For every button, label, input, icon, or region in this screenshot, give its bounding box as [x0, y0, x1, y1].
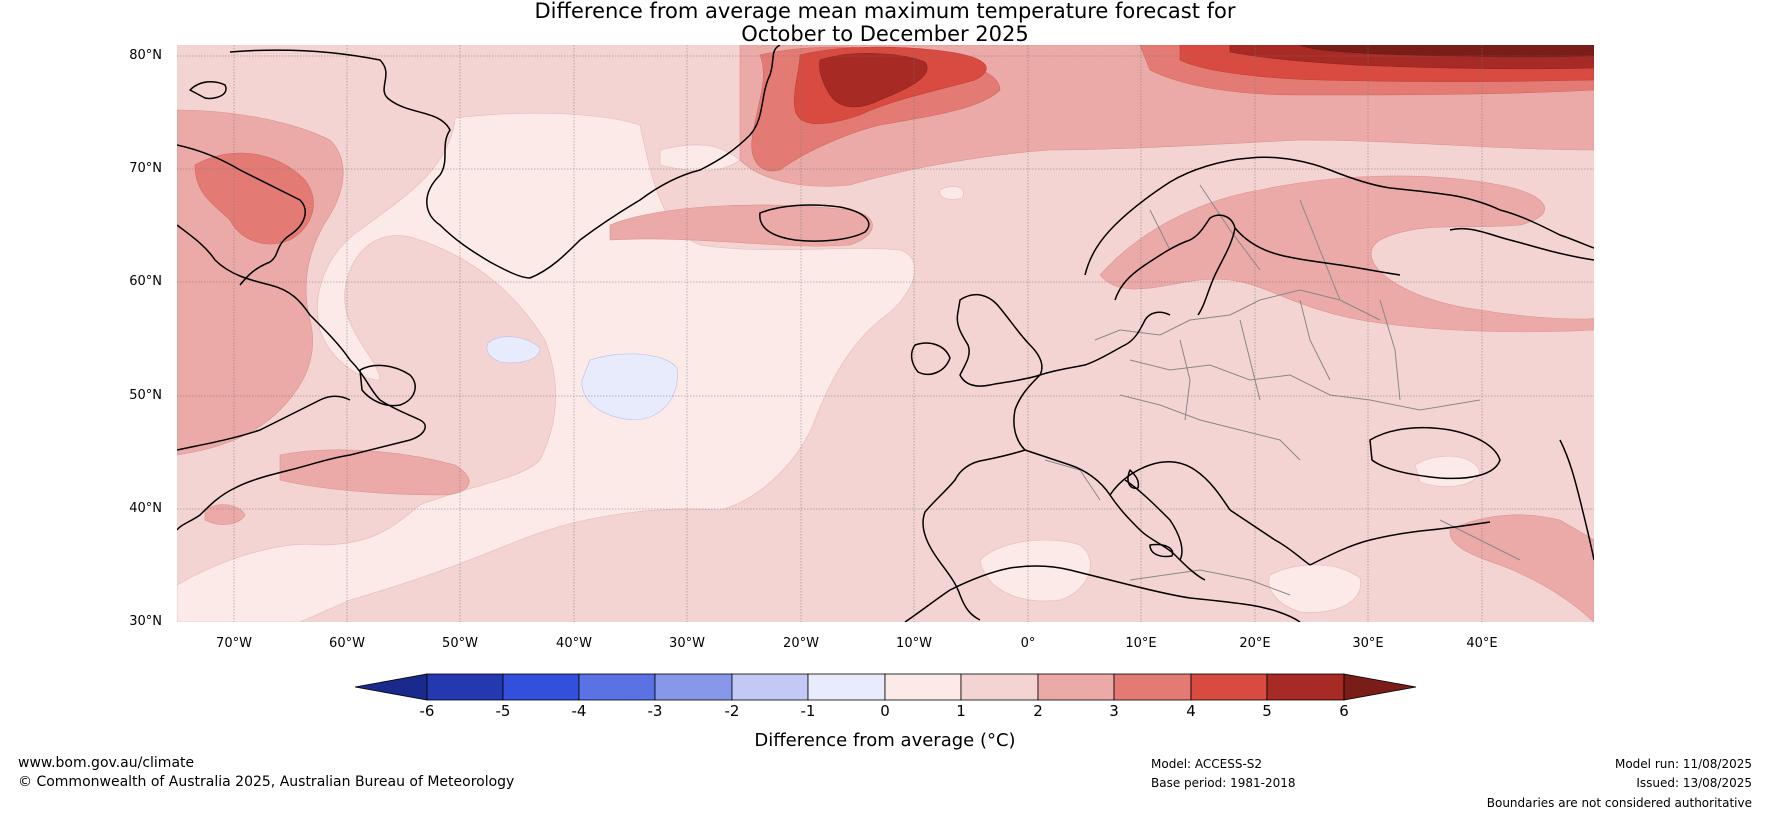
country-borders	[1044, 184, 1521, 596]
colorbar-bin-1-2	[960, 673, 1039, 701]
footer-issued: Issued: 13/08/2025	[1636, 776, 1752, 790]
anomaly-band-0-1-blacksea	[1414, 455, 1481, 487]
anomaly-band-0-1-iceland	[939, 186, 964, 200]
colorbar-tick-6: 6	[1339, 702, 1349, 720]
colorbar-tick-neg6: -6	[419, 702, 435, 720]
anomaly-band-2-3-turkey	[1449, 514, 1594, 622]
colorbar-extend-low	[354, 673, 428, 701]
colorbar-tick-neg2: -2	[724, 702, 740, 720]
colorbar-tick-neg3: -3	[647, 702, 663, 720]
lon-label-70w: 70°W	[216, 636, 252, 651]
colorbar	[354, 673, 1417, 701]
lat-label-40n: 40°N	[129, 501, 162, 516]
lon-label-60w: 60°W	[329, 636, 365, 651]
map-title: Difference from average mean maximum tem…	[0, 0, 1770, 46]
colorbar-bin-neg4-neg3	[578, 673, 656, 701]
anomaly-band-gt6-arctic	[1299, 45, 1594, 58]
lon-label-30w: 30°W	[669, 636, 705, 651]
colorbar-tick-3: 3	[1109, 702, 1119, 720]
lon-label-40w: 40°W	[556, 636, 592, 651]
anomaly-band-2-3-scandinavia	[1099, 175, 1594, 333]
colorbar-bin-neg2-neg1	[731, 673, 809, 701]
lon-label-0: 0°	[1020, 636, 1036, 651]
anomaly-band-2-3-us-coast	[204, 504, 246, 525]
lon-label-10e: 10°E	[1125, 636, 1157, 651]
coastlines	[177, 45, 1594, 622]
colorbar-tick-2: 2	[1033, 702, 1043, 720]
colorbar-tick-5: 5	[1262, 702, 1272, 720]
title-line-2: October to December 2025	[741, 22, 1029, 46]
footer-model-run: Model run: 11/08/2025	[1614, 757, 1752, 771]
footer-copyright: © Commonwealth of Australia 2025, Austra…	[18, 774, 515, 790]
anomaly-band-3-4-baffin	[194, 152, 314, 245]
anomaly-band-2-3-iceland	[609, 204, 873, 247]
lat-label-80n: 80°N	[129, 48, 162, 63]
colorbar-bin-neg6-neg5	[426, 673, 504, 701]
colorbar-bin-5-6	[1266, 673, 1345, 701]
anomaly-band-neg1-0-patch-1	[581, 353, 678, 421]
lon-label-50w: 50°W	[442, 636, 478, 651]
footer-website: www.bom.gov.au/climate	[18, 755, 195, 771]
lat-label-70n: 70°N	[129, 161, 162, 176]
lon-label-40e: 40°E	[1466, 636, 1498, 651]
colorbar-label: Difference from average (°C)	[754, 730, 1016, 751]
colorbar-bin-2-3	[1037, 673, 1115, 701]
lon-label-10w: 10°W	[896, 636, 932, 651]
footer-base-period: Base period: 1981-2018	[1151, 776, 1296, 790]
colorbar-bin-neg3-neg2	[654, 673, 733, 701]
lat-label-60n: 60°N	[129, 274, 162, 289]
title-line-1: Difference from average mean maximum tem…	[534, 0, 1236, 23]
anomaly-band-0-1-atlantic	[177, 113, 916, 622]
colorbar-tick-0: 0	[880, 702, 890, 720]
anomaly-band-0-1-egypt	[1268, 564, 1361, 613]
anomaly-field	[177, 45, 1594, 622]
colorbar-extend-high	[1343, 673, 1417, 701]
lat-label-50n: 50°N	[129, 388, 162, 403]
colorbar-tick-neg1: -1	[800, 702, 816, 720]
lon-label-30e: 30°E	[1352, 636, 1384, 651]
colorbar-bin-neg1-0	[807, 673, 886, 701]
lon-label-20w: 20°W	[783, 636, 819, 651]
footer-disclaimer: Boundaries are not considered authoritat…	[1486, 796, 1752, 810]
colorbar-tick-neg4: -4	[571, 702, 587, 720]
anomaly-band-2-3-nova-scotia	[279, 449, 470, 496]
lon-label-20e: 20°E	[1239, 636, 1271, 651]
colorbar-bin-neg5-neg4	[502, 673, 580, 701]
colorbar-bin-0-1	[884, 673, 962, 701]
colorbar-tick-neg5: -5	[495, 702, 511, 720]
colorbar-bin-3-4	[1113, 673, 1192, 701]
lat-label-30n: 30°N	[129, 614, 162, 629]
colorbar-tick-4: 4	[1186, 702, 1196, 720]
anomaly-band-5-6-greenland-sea	[819, 53, 928, 108]
colorbar-bin-4-5	[1190, 673, 1268, 701]
anomaly-band-neg1-0-patch-2	[486, 336, 541, 364]
colorbar-tick-1: 1	[956, 702, 966, 720]
footer-model: Model: ACCESS-S2	[1151, 757, 1263, 771]
